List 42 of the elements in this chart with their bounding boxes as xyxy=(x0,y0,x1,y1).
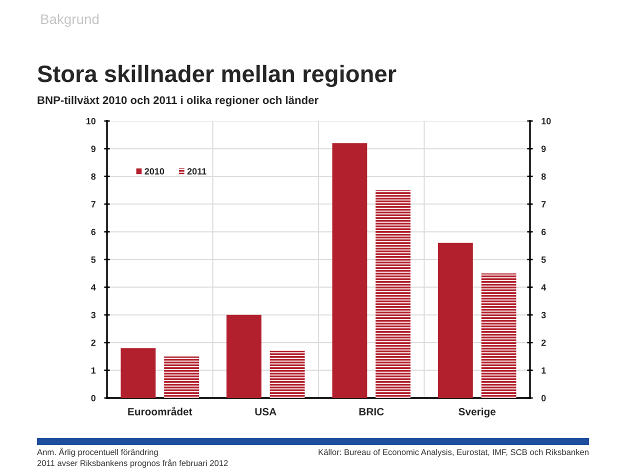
x-tick-label: BRIC xyxy=(359,408,384,416)
y-tick-label: 6 xyxy=(91,228,96,236)
bar xyxy=(226,314,262,398)
y-tick-label: 0 xyxy=(91,394,96,402)
y-tick-label: 8 xyxy=(91,173,96,180)
bar xyxy=(120,348,156,398)
y2-tick-label: 2 xyxy=(541,340,546,346)
legend-label: 2011 xyxy=(187,168,206,175)
x-tick-label: Sverige xyxy=(458,408,496,418)
chart-subtitle: BNP-tillväxt 2010 och 2011 i olika regioner och länder xyxy=(38,96,318,106)
y-tick-label: 5 xyxy=(91,256,96,263)
text: 2011 avser Riksbankens prognos från februari 2012 xyxy=(37,459,228,468)
y2-tick-label: 9 xyxy=(541,146,546,152)
text: Anm. Årlig procentuell förändring xyxy=(37,448,158,457)
y2-tick-label: 4 xyxy=(541,284,546,290)
bar xyxy=(164,356,199,398)
y2-tick-label: 10 xyxy=(542,118,551,124)
y-tick-label: 1 xyxy=(91,367,96,374)
chart-title: Stora skillnader mellan regioner xyxy=(38,64,396,88)
y2-tick-label: 1 xyxy=(542,367,546,374)
y2-tick-label: 8 xyxy=(541,173,546,180)
y2-tick-label: 6 xyxy=(541,228,546,236)
y-tick-label: 7 xyxy=(91,201,96,208)
text: Bakgrund xyxy=(41,14,99,27)
bar xyxy=(481,273,516,398)
text: Källor: Bureau of Economic Analysis, Eurostat, IMF, SCB och Riksbanken xyxy=(318,448,588,457)
y-tick-label: 4 xyxy=(91,284,96,290)
y-tick-label: 2 xyxy=(91,340,96,346)
bar xyxy=(376,190,410,398)
legend-label: 2010 xyxy=(144,168,164,175)
bar xyxy=(438,242,473,398)
bar xyxy=(270,350,305,398)
y-tick-label: 10 xyxy=(86,118,96,124)
bar xyxy=(332,143,368,398)
y2-tick-label: 5 xyxy=(541,256,546,263)
y2-tick-label: 0 xyxy=(541,394,546,402)
y-tick-label: 3 xyxy=(91,312,96,318)
y2-tick-label: 3 xyxy=(541,312,546,318)
y2-tick-label: 7 xyxy=(542,201,546,208)
x-tick-label: USA xyxy=(255,408,276,416)
y-tick-label: 9 xyxy=(91,146,96,152)
x-tick-label: Euroområdet xyxy=(128,406,192,416)
